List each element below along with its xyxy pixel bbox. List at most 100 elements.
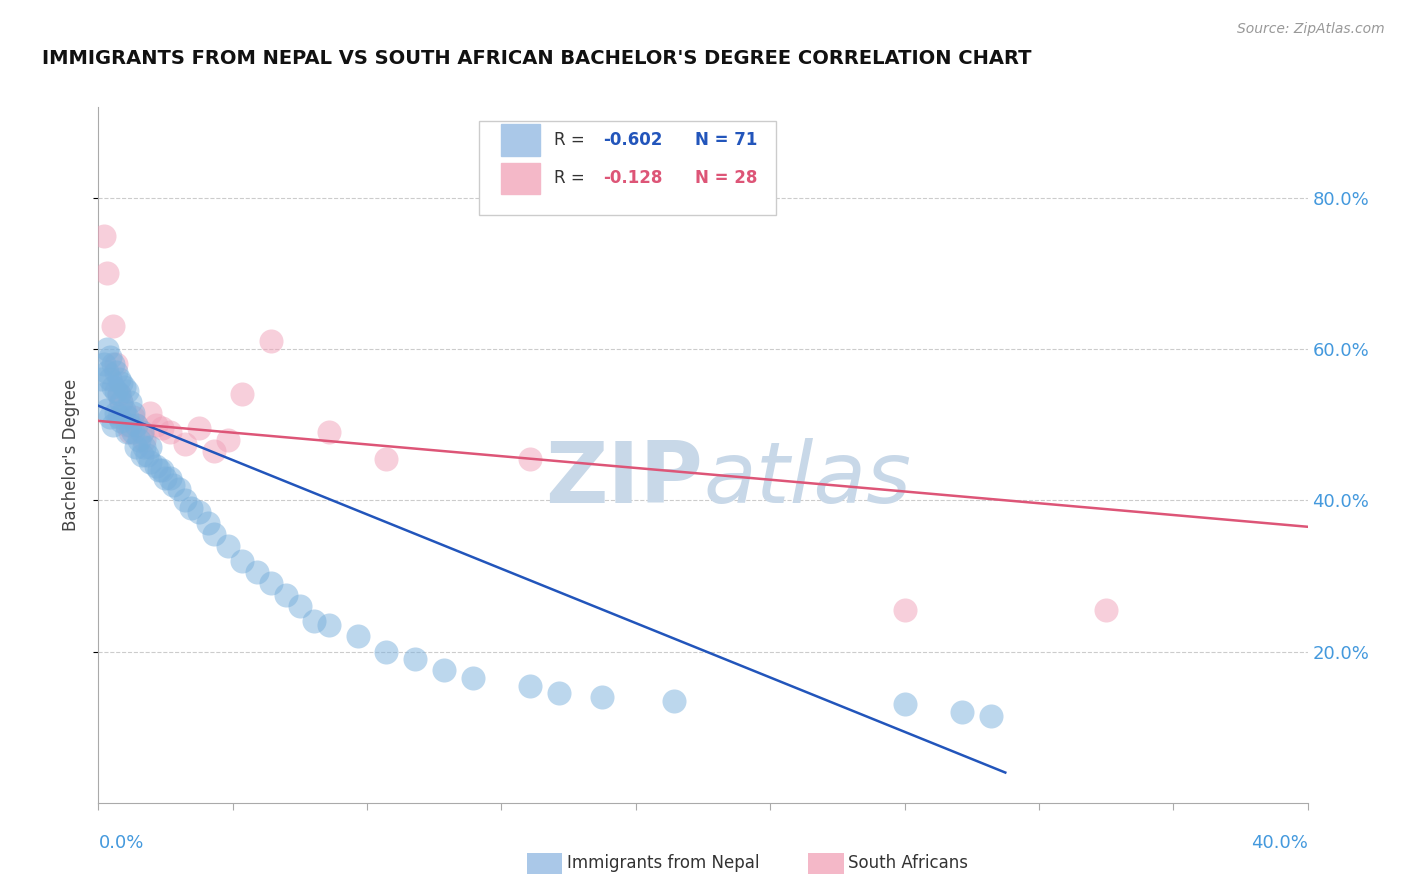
Text: N = 28: N = 28 (695, 169, 756, 187)
Point (125, 417, 148, 432)
Point (346, 629, 368, 643)
Point (98, 410, 121, 425)
Point (148, 463, 170, 477)
Point (433, 664, 456, 678)
Point (115, 425, 138, 440)
Point (112, 402, 135, 417)
Point (104, 384, 127, 398)
Point (131, 425, 153, 440)
Point (188, 421, 211, 435)
Point (120, 425, 142, 440)
Point (162, 478, 184, 492)
Point (110, 395, 132, 409)
Point (150, 463, 173, 477)
Text: R =: R = (554, 131, 591, 149)
Point (274, 588, 297, 602)
Point (288, 599, 311, 614)
Point (131, 448, 153, 462)
Point (231, 387, 253, 401)
Point (404, 652, 426, 666)
Point (93, 357, 115, 371)
Point (107, 387, 129, 401)
Text: Immigrants from Nepal: Immigrants from Nepal (567, 855, 759, 872)
Point (519, 451, 541, 466)
Point (145, 459, 167, 474)
Point (93, 387, 115, 401)
Point (548, 686, 571, 700)
Point (202, 527, 225, 541)
Point (304, 615, 326, 629)
Bar (501, 124, 540, 156)
Point (110, 414, 132, 428)
Point (104, 357, 127, 371)
Point (125, 417, 148, 432)
Point (96, 267, 118, 281)
Point (120, 395, 142, 409)
Point (217, 539, 239, 553)
Point (260, 334, 283, 349)
Point (173, 493, 195, 508)
Point (519, 679, 541, 693)
Point (96, 402, 118, 417)
Point (101, 319, 124, 334)
Point (375, 644, 398, 658)
Point (893, 698, 915, 712)
Point (110, 395, 132, 409)
Point (375, 451, 398, 466)
Point (664, 694, 686, 708)
Point (101, 417, 124, 432)
Point (145, 417, 167, 432)
Text: IMMIGRANTS FROM NEPAL VS SOUTH AFRICAN BACHELOR'S DEGREE CORRELATION CHART: IMMIGRANTS FROM NEPAL VS SOUTH AFRICAN B… (42, 49, 1032, 68)
Point (120, 417, 142, 432)
Point (98, 372, 121, 386)
FancyBboxPatch shape (479, 121, 776, 215)
Point (115, 384, 138, 398)
Point (107, 372, 129, 386)
Point (318, 618, 340, 632)
Y-axis label: Bachelor's Degree: Bachelor's Degree (62, 379, 80, 531)
Text: N = 71: N = 71 (695, 131, 756, 149)
Point (122, 425, 145, 440)
Point (90, 372, 112, 386)
Point (101, 357, 124, 371)
Point (159, 425, 181, 440)
Text: R =: R = (554, 169, 591, 187)
Point (260, 576, 283, 591)
Point (591, 690, 613, 704)
Point (246, 565, 269, 579)
Point (893, 603, 915, 617)
Point (125, 441, 148, 455)
Bar (501, 162, 540, 194)
Point (202, 444, 225, 458)
Point (188, 505, 211, 519)
Point (217, 433, 239, 447)
Point (136, 448, 159, 462)
Point (173, 436, 195, 450)
Point (134, 433, 156, 447)
Point (318, 425, 340, 440)
Text: 0.0%: 0.0% (98, 834, 143, 852)
Point (134, 441, 156, 455)
Point (115, 410, 138, 425)
Point (96, 365, 118, 379)
Point (950, 705, 973, 719)
Text: Source: ZipAtlas.com: Source: ZipAtlas.com (1237, 22, 1385, 37)
Point (159, 470, 181, 484)
Point (1095, 603, 1118, 617)
Point (110, 376, 132, 390)
Point (112, 380, 135, 394)
Point (231, 554, 253, 568)
Point (101, 380, 124, 394)
Point (139, 455, 162, 469)
Text: -0.602: -0.602 (603, 131, 662, 149)
Point (131, 425, 153, 440)
Text: South Africans: South Africans (848, 855, 967, 872)
Point (122, 406, 145, 420)
Point (167, 482, 190, 496)
Point (104, 406, 127, 420)
Point (115, 417, 138, 432)
Point (96, 342, 118, 356)
Point (112, 406, 135, 420)
Point (153, 470, 176, 484)
Text: atlas: atlas (703, 438, 911, 521)
